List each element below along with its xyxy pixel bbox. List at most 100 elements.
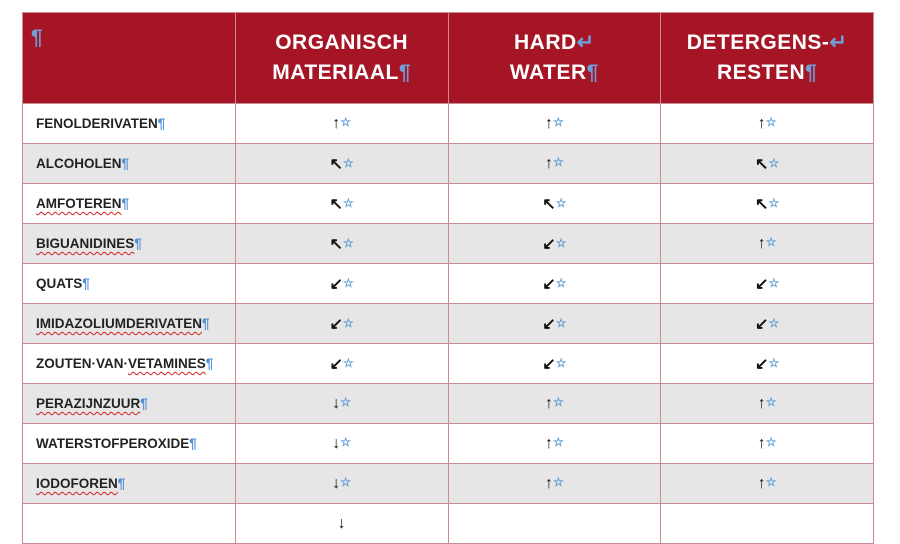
cell-marker-icon: ☆ — [342, 355, 354, 370]
trend-arrow-icon: ↖ — [542, 195, 556, 213]
pilcrow-mark: ¶ — [134, 236, 142, 251]
label-text: FENOLDERIVATEN — [36, 116, 158, 131]
header-line: ORGANISCH — [275, 31, 409, 54]
rating-cell[interactable]: ↑☆ — [660, 103, 874, 144]
rating-cell[interactable]: ↑☆ — [660, 423, 874, 464]
row-label[interactable]: ZOUTEN·VAN·VETAMINES¶ — [22, 343, 236, 384]
rating-cell[interactable]: ↙☆ — [234, 343, 449, 384]
rating-cell[interactable]: ↑☆ — [447, 103, 662, 144]
rating-cell[interactable]: ↙☆ — [447, 303, 662, 344]
rating-cell[interactable]: ↑☆ — [660, 463, 874, 504]
trend-arrow-icon: ↓ — [332, 474, 341, 492]
row-label[interactable]: WATERSTOFPEROXIDE¶ — [22, 423, 236, 464]
table-row: ALCOHOLEN¶ ↖☆ ↑☆ ↖☆ — [22, 143, 874, 184]
cell-marker-icon: ☆ — [768, 195, 780, 210]
label-text: ALCOHOLEN — [36, 156, 122, 171]
row-label[interactable]: IMIDAZOLIUMDERIVATEN¶ — [22, 303, 236, 344]
trend-arrow-icon: ↙ — [755, 275, 769, 293]
column-header[interactable]: ORGANISCH MATERIAAL¶ — [234, 12, 449, 104]
row-label[interactable]: QUATS¶ — [22, 263, 236, 304]
cell-marker-icon: ☆ — [768, 155, 780, 170]
rating-cell[interactable]: ↓☆ — [234, 463, 449, 504]
cell-marker-icon: ☆ — [555, 275, 567, 290]
rating-cell[interactable]: ↖☆ — [234, 143, 449, 184]
rating-cell[interactable]: ↓ — [234, 503, 449, 544]
column-header[interactable]: DETERGENS-↵ RESTEN¶ — [660, 12, 874, 104]
rating-cell[interactable]: ↑☆ — [447, 423, 662, 464]
trend-arrow-icon: ↖ — [329, 195, 343, 213]
rating-cell[interactable]: ↙☆ — [660, 263, 874, 304]
trend-arrow-icon: ↙ — [542, 275, 556, 293]
rating-cell[interactable]: ↙☆ — [660, 303, 874, 344]
rating-cell[interactable]: ↙☆ — [447, 263, 662, 304]
header-corner[interactable]: ¶ — [22, 12, 236, 104]
row-label[interactable]: FENOLDERIVATEN¶ — [22, 103, 236, 144]
misspelled-text: BIGUANIDINES — [36, 236, 135, 251]
trend-arrow-icon: ↖ — [329, 235, 343, 253]
row-label[interactable]: PERAZIJNZUUR¶ — [22, 383, 236, 424]
rating-cell[interactable]: ↙☆ — [447, 223, 662, 264]
label-text: QUATS — [36, 276, 83, 291]
row-label[interactable]: ALCOHOLEN¶ — [22, 143, 236, 184]
cell-marker-icon: ☆ — [340, 474, 351, 489]
row-label[interactable]: AMFOTEREN¶ — [22, 183, 236, 224]
pilcrow-mark: ¶ — [121, 156, 130, 171]
rating-cell[interactable]: ↓☆ — [234, 383, 449, 424]
disinfectant-table: ¶ ORGANISCH MATERIAAL¶ HARD↵ WATER¶ DETERGEN… — [22, 12, 874, 544]
trend-arrow-icon: ↙ — [542, 235, 556, 253]
header-line: RESTEN — [716, 61, 806, 84]
rating-cell[interactable]: ↖☆ — [447, 183, 662, 224]
cell-marker-icon: ☆ — [768, 355, 780, 370]
trend-arrow-icon: ↑ — [544, 474, 553, 492]
rating-cell[interactable]: ↖☆ — [234, 183, 449, 224]
row-label[interactable]: BIGUANIDINES¶ — [22, 223, 236, 264]
column-header[interactable]: HARD↵ WATER¶ — [447, 12, 662, 104]
cell-marker-icon: ☆ — [552, 474, 564, 489]
rating-cell[interactable] — [447, 503, 662, 544]
rating-cell[interactable]: ↓☆ — [234, 423, 449, 464]
trend-arrow-icon: ↙ — [329, 275, 343, 293]
rating-cell[interactable]: ↙☆ — [234, 303, 449, 344]
cell-marker-icon: ☆ — [768, 315, 780, 330]
rating-cell[interactable]: ↑☆ — [660, 383, 874, 424]
rating-cell[interactable]: ↖☆ — [234, 223, 449, 264]
rating-cell[interactable]: ↙☆ — [234, 263, 449, 304]
trend-arrow-icon: ↑ — [544, 154, 553, 172]
trend-arrow-icon: ↙ — [542, 315, 556, 333]
rating-cell[interactable]: ↖☆ — [660, 143, 874, 184]
rating-cell[interactable]: ↑☆ — [447, 383, 662, 424]
table-row: QUATS¶ ↙☆ ↙☆ ↙☆ — [22, 263, 874, 304]
cell-marker-icon: ☆ — [555, 355, 567, 370]
rating-cell[interactable]: ↙☆ — [660, 343, 874, 384]
rating-cell[interactable]: ↙☆ — [447, 343, 662, 384]
row-label[interactable] — [22, 503, 236, 544]
trend-arrow-icon: ↙ — [329, 315, 343, 333]
cell-marker-icon: ☆ — [555, 195, 567, 210]
misspelled-text: IODOFOREN — [36, 476, 118, 491]
cell-marker-icon: ☆ — [342, 195, 354, 210]
misspelled-text: PERAZIJNZUUR — [36, 396, 141, 411]
trend-arrow-icon: ↓ — [337, 514, 346, 532]
rating-cell[interactable]: ↑☆ — [660, 223, 874, 264]
misspelled-text: VETAMINES — [128, 356, 206, 371]
line-break-mark: ↵ — [576, 31, 595, 54]
pilcrow-mark: ¶ — [586, 61, 599, 84]
header-line: WATER — [509, 61, 587, 84]
table-row: ↓ — [22, 503, 874, 544]
cell-marker-icon: ☆ — [340, 394, 351, 409]
header-line: DETERGENS- — [686, 31, 830, 54]
trend-arrow-icon: ↑ — [757, 474, 766, 492]
rating-cell[interactable]: ↑☆ — [447, 463, 662, 504]
rating-cell[interactable]: ↑☆ — [447, 143, 662, 184]
rating-cell[interactable]: ↑☆ — [234, 103, 449, 144]
misspelled-text: IMIDAZOLIUMDERIVATEN — [36, 316, 202, 331]
rating-cell[interactable] — [660, 503, 874, 544]
pilcrow-mark: ¶ — [805, 61, 818, 84]
rating-cell[interactable]: ↖☆ — [660, 183, 874, 224]
cell-marker-icon: ☆ — [552, 154, 564, 169]
header-line: MATERIAAL — [272, 61, 399, 84]
cell-marker-icon: ☆ — [765, 394, 777, 409]
cell-marker-icon: ☆ — [555, 315, 567, 330]
cell-marker-icon: ☆ — [552, 114, 564, 129]
row-label[interactable]: IODOFOREN¶ — [22, 463, 236, 504]
